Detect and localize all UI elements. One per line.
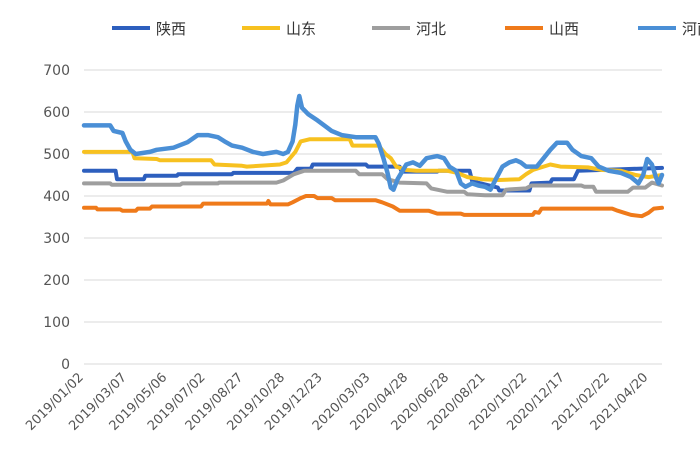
series-line-3 — [82, 194, 664, 219]
y-tick-label: 300 — [43, 231, 70, 247]
y-tick-label: 600 — [43, 105, 70, 121]
grid — [84, 69, 662, 365]
series-line-4 — [81, 93, 665, 192]
legend-label: 河南 — [682, 20, 700, 38]
x-axis-ticks: 2019/01/022019/03/072019/05/062019/07/02… — [23, 370, 651, 434]
legend-label: 陕西 — [156, 20, 186, 38]
y-tick-label: 700 — [43, 63, 70, 79]
y-tick-label: 0 — [61, 357, 70, 373]
y-tick-label: 400 — [43, 189, 70, 205]
y-tick-label: 200 — [43, 273, 70, 289]
legend-label: 河北 — [416, 20, 446, 38]
legend: 陕西 山东 河北 山西 河南 — [112, 20, 700, 38]
series-line-2 — [82, 168, 664, 198]
series-lines — [81, 93, 665, 219]
series-line-1 — [82, 137, 664, 182]
legend-label: 山东 — [286, 20, 316, 38]
y-tick-label: 500 — [43, 147, 70, 163]
legend-label: 山西 — [549, 20, 579, 38]
y-tick-label: 100 — [43, 315, 70, 331]
y-axis-ticks: 0 100 200 300 400 500 600 700 — [43, 63, 70, 373]
